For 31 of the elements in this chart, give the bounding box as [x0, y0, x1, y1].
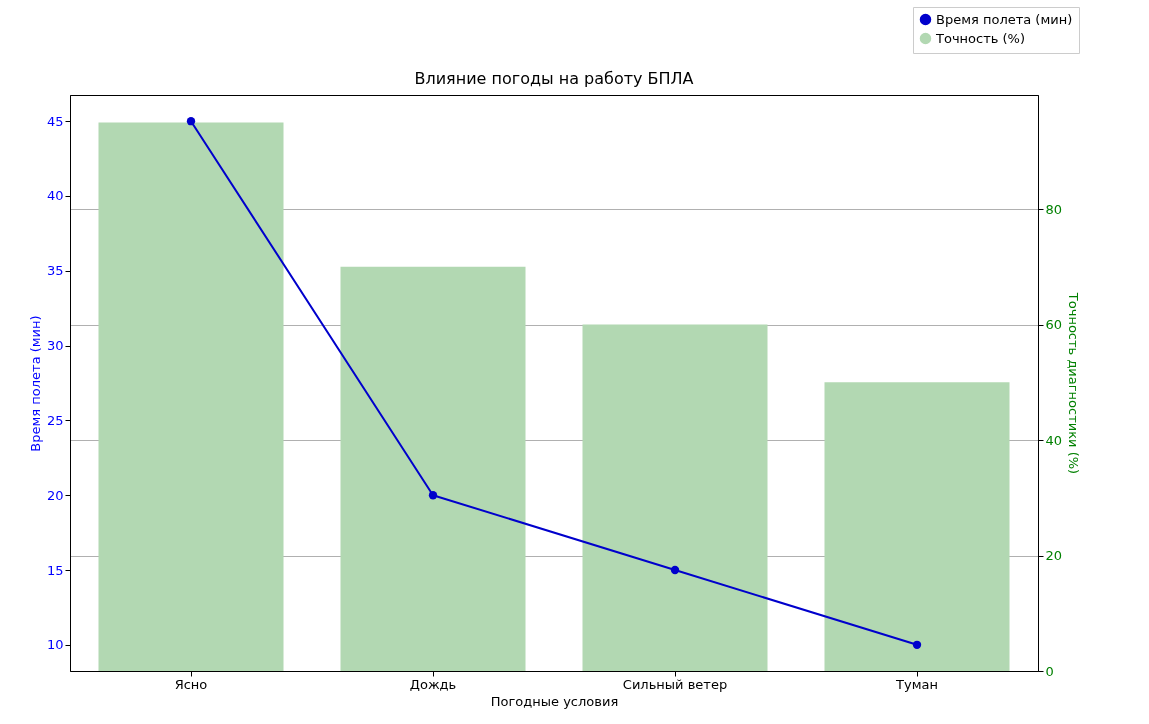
- y-axis-title: Время полета (мин): [27, 315, 43, 452]
- y-tick-label: 45: [46, 113, 64, 129]
- point: [186, 117, 196, 126]
- y-tick-label: 35: [46, 263, 64, 279]
- bar: [340, 266, 526, 671]
- point: [912, 640, 922, 649]
- y2-tick-label: 60: [1045, 317, 1063, 333]
- bar: [824, 382, 1010, 671]
- bar: [98, 122, 284, 671]
- y2-axis-title: Точность диагностики (%): [1066, 291, 1082, 475]
- y2-tick-label: 20: [1045, 548, 1063, 564]
- y2-tick-label: 0: [1045, 663, 1054, 679]
- y-tick-label: 30: [46, 338, 64, 354]
- y-tick-label: 25: [46, 412, 64, 428]
- x-tick-label: Туман: [895, 676, 938, 692]
- chart-title: Влияние погоды на работу БПЛА: [414, 69, 694, 88]
- y-tick-label: 15: [46, 562, 64, 578]
- x-tick-label: Сильный ветер: [622, 676, 728, 692]
- y2-tick-label: 80: [1045, 201, 1063, 217]
- point: [670, 565, 680, 575]
- x-tick-label: Ясно: [174, 676, 208, 692]
- point: [428, 491, 438, 500]
- x-tick-label: Дождь: [409, 676, 457, 692]
- legend-label: Время полета (мин): [936, 11, 1073, 27]
- y-tick-label: 20: [46, 487, 64, 503]
- y-tick-label: 10: [46, 637, 64, 653]
- x-axis-title: Погодные условия: [490, 693, 619, 709]
- y2-tick-label: 40: [1045, 432, 1063, 448]
- bar: [582, 324, 768, 671]
- legend-label: Точность (%): [935, 30, 1026, 46]
- y-tick-label: 40: [46, 188, 64, 204]
